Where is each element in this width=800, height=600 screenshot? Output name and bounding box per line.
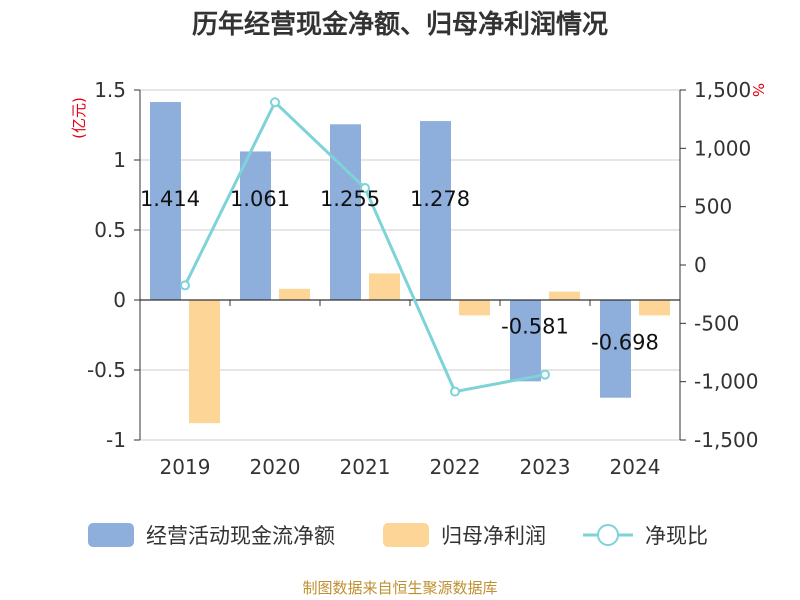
legend-swatch-cashflow bbox=[88, 523, 134, 547]
bars bbox=[150, 102, 670, 424]
bar-cashflow-2022 bbox=[420, 121, 451, 300]
left-tick-label: -1 bbox=[106, 428, 126, 452]
left-tick-label: 0.5 bbox=[94, 218, 126, 242]
bar-cashflow-2024 bbox=[600, 300, 631, 398]
bar-profit-2024 bbox=[639, 300, 670, 316]
axes: 1.5 1 0.5 0 -0.5 -1 1,500 1,000 500 0 -500 -1,000 -1… bbox=[87, 78, 759, 479]
category-label-2021: 2021 bbox=[340, 455, 391, 479]
right-tick-label: -1,500 bbox=[694, 428, 758, 452]
ratio-point-2023 bbox=[540, 369, 550, 380]
category-label-2019: 2019 bbox=[160, 455, 211, 479]
legend: 经营活动现金流净额 归母净利润 净现比 bbox=[88, 523, 708, 548]
left-tick-label: -0.5 bbox=[87, 358, 126, 382]
legend-swatch-profit bbox=[383, 523, 429, 547]
right-tick-label: 1,000 bbox=[694, 136, 751, 160]
category-label-2020: 2020 bbox=[250, 455, 301, 479]
bar-cashflow-2019 bbox=[150, 102, 181, 300]
bar-profit-2019 bbox=[189, 300, 220, 424]
bar-profit-2022 bbox=[459, 300, 490, 316]
bar-cashflow-2020 bbox=[240, 151, 271, 300]
category-label-2022: 2022 bbox=[430, 455, 481, 479]
left-axis-unit: (亿元) bbox=[70, 97, 88, 139]
data-label-cashflow-2022: 1.278 bbox=[410, 187, 470, 211]
data-label-cashflow-2020: 1.061 bbox=[230, 187, 290, 211]
category-label-2023: 2023 bbox=[520, 455, 571, 479]
bar-profit-2023 bbox=[549, 291, 580, 300]
right-tick-label: -500 bbox=[694, 311, 739, 335]
ratio-point-2021 bbox=[360, 183, 370, 193]
source-note: 制图数据来自恒生聚源数据库 bbox=[302, 579, 497, 597]
right-tick-label: 500 bbox=[694, 195, 732, 219]
bar-cashflow-2021 bbox=[330, 124, 361, 300]
left-tick-label: 0 bbox=[113, 288, 126, 312]
legend-label-cashflow: 经营活动现金流净额 bbox=[146, 524, 335, 548]
ratio-point-2020 bbox=[270, 97, 280, 108]
ratio-point-2019 bbox=[180, 280, 190, 291]
ratio-point-2022 bbox=[450, 386, 460, 397]
data-label-cashflow-2019: 1.414 bbox=[140, 187, 200, 211]
left-tick-label: 1.5 bbox=[94, 78, 126, 102]
ratio-line bbox=[180, 97, 550, 397]
data-label-cashflow-2023: -0.581 bbox=[501, 314, 569, 338]
gridlines bbox=[140, 89, 680, 441]
right-tick-label: 0 bbox=[694, 253, 707, 277]
right-tick-label: 1,500 bbox=[694, 78, 751, 102]
left-tick-label: 1 bbox=[113, 148, 126, 172]
right-axis-unit: % bbox=[749, 83, 767, 97]
bar-profit-2021 bbox=[369, 273, 400, 300]
chart-title: 历年经营现金净额、归母净利润情况 bbox=[192, 9, 608, 40]
legend-label-ratio: 净现比 bbox=[645, 524, 708, 548]
bar-cashflow-2023 bbox=[510, 300, 541, 382]
data-label-cashflow-2021: 1.255 bbox=[320, 187, 380, 211]
bar-profit-2020 bbox=[279, 288, 310, 300]
data-label-cashflow-2024: -0.698 bbox=[591, 331, 659, 355]
legend-marker-ratio bbox=[597, 524, 619, 546]
data-labels: 1.414 1.061 1.255 1.278 -0.581 -0.698 bbox=[140, 187, 659, 355]
ratio-line-path bbox=[183, 99, 546, 394]
legend-label-profit: 归母净利润 bbox=[441, 524, 546, 548]
right-tick-label: -1,000 bbox=[694, 370, 758, 394]
category-label-2024: 2024 bbox=[610, 455, 661, 479]
